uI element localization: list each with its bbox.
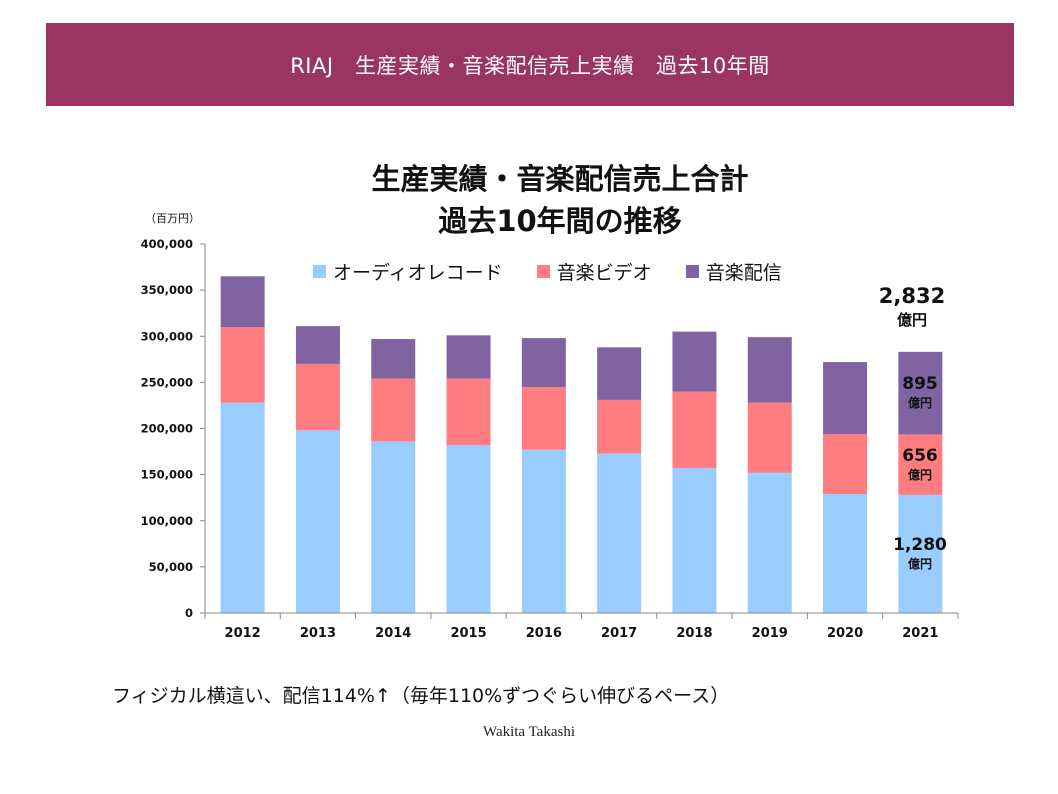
bar-segment-audio-2013 [295, 430, 340, 613]
y-tick-label: 100,000 [141, 514, 193, 528]
legend-swatch-video [536, 265, 550, 278]
bar-segment-video-2021 [898, 434, 943, 495]
legend-label-audio: オーディオレコード [333, 262, 503, 284]
legend-item-video: 音楽ビデオ [536, 258, 652, 285]
bar-segment-video-2012 [220, 327, 265, 403]
x-tick-label-2015: 2015 [450, 626, 486, 641]
y-tick-label: 150,000 [141, 468, 193, 482]
bar-segment-streaming-2017 [597, 347, 642, 400]
x-tick-label-2012: 2012 [225, 626, 261, 641]
bar-segment-video-2016 [521, 386, 566, 450]
slide-caption: フィジカル横這い、配信114%↑（毎年110%ずつぐらい伸びるペース） [112, 685, 730, 707]
total-annotation: 2,832 億円 [870, 283, 954, 331]
bar-segment-video-2014 [371, 378, 416, 442]
bar-segment-video-2015 [446, 378, 491, 446]
total-annotation-value: 2,832 [878, 284, 946, 308]
bar-segment-audio-2015 [446, 445, 491, 613]
bar-segment-audio-2017 [597, 453, 642, 613]
audio-annotation: 1,280 億円 [870, 535, 970, 572]
author-credit: Wakita Takashi [482, 724, 576, 740]
chart-title-line-2: 過去10年間の推移 [438, 204, 682, 238]
chart-legend: オーディオレコード 音楽ビデオ 音楽配信 [313, 258, 782, 285]
legend-label-streaming: 音楽配信 [705, 262, 782, 284]
bar-segment-audio-2021 [898, 494, 943, 613]
bar-segment-audio-2019 [747, 472, 792, 613]
streaming-annotation-value: 895 [902, 374, 938, 394]
bar-segment-streaming-2012 [220, 276, 265, 328]
x-tick-label-2021: 2021 [902, 626, 938, 641]
legend-swatch-streaming [685, 265, 699, 278]
bar-segment-streaming-2018 [672, 331, 717, 392]
legend-item-streaming: 音楽配信 [685, 258, 782, 285]
x-tick-label-2013: 2013 [300, 626, 336, 641]
y-tick-label: 300,000 [141, 329, 193, 343]
audio-annotation-value: 1,280 [893, 535, 947, 555]
video-annotation-unit: 億円 [907, 468, 932, 482]
x-tick-label-2014: 2014 [375, 626, 411, 641]
y-tick-label: 250,000 [141, 375, 193, 389]
bar-segment-audio-2014 [371, 441, 416, 613]
audio-annotation-unit: 億円 [907, 557, 932, 571]
legend-item-audio: オーディオレコード [313, 258, 503, 285]
slide-title: RIAJ 生産実績・音楽配信売上実績 過去10年間 [290, 53, 770, 78]
bar-segment-streaming-2016 [521, 338, 566, 387]
y-axis-unit-label: （百万円） [145, 212, 200, 225]
x-tick-label-2018: 2018 [676, 626, 712, 641]
x-tick-label-2017: 2017 [601, 626, 637, 641]
y-tick-label: 350,000 [141, 283, 193, 297]
bar-segment-streaming-2015 [446, 335, 491, 379]
video-annotation: 656 億円 [870, 446, 970, 483]
bar-segment-audio-2018 [672, 468, 717, 613]
slide-header-banner: RIAJ 生産実績・音楽配信売上実績 過去10年間 [46, 23, 1014, 106]
total-annotation-unit: 億円 [896, 311, 927, 329]
bar-segment-audio-2012 [220, 402, 265, 613]
legend-swatch-audio [313, 265, 326, 278]
bar-segment-streaming-2021 [898, 351, 943, 435]
streaming-annotation: 895 億円 [870, 374, 970, 411]
y-tick-label: 200,000 [141, 422, 193, 436]
chart-title-line-1: 生産実績・音楽配信売上合計 [371, 162, 749, 196]
y-tick-label: 400,000 [141, 237, 193, 251]
x-tick-label-2020: 2020 [827, 626, 863, 641]
bar-segment-streaming-2019 [747, 337, 792, 403]
streaming-annotation-unit: 億円 [907, 396, 932, 410]
bar-segment-video-2017 [597, 399, 642, 454]
bar-segment-audio-2020 [823, 493, 868, 613]
chart-title: 生産実績・音楽配信売上合計 過去10年間の推移 [290, 158, 830, 242]
bar-segment-video-2013 [295, 363, 340, 431]
bar-segment-video-2018 [672, 391, 717, 469]
bar-segment-streaming-2020 [823, 362, 868, 435]
bar-segment-streaming-2013 [295, 326, 340, 364]
video-annotation-value: 656 [902, 446, 938, 466]
y-tick-label: 0 [185, 606, 193, 620]
x-tick-label-2019: 2019 [752, 626, 788, 641]
bar-segment-video-2019 [747, 402, 792, 473]
bar-segment-audio-2016 [521, 449, 566, 613]
bar-segment-video-2020 [823, 434, 868, 494]
legend-label-video: 音楽ビデオ [556, 262, 652, 284]
y-tick-label: 50,000 [149, 560, 193, 574]
x-tick-label-2016: 2016 [526, 626, 562, 641]
bar-segment-streaming-2014 [371, 339, 416, 379]
